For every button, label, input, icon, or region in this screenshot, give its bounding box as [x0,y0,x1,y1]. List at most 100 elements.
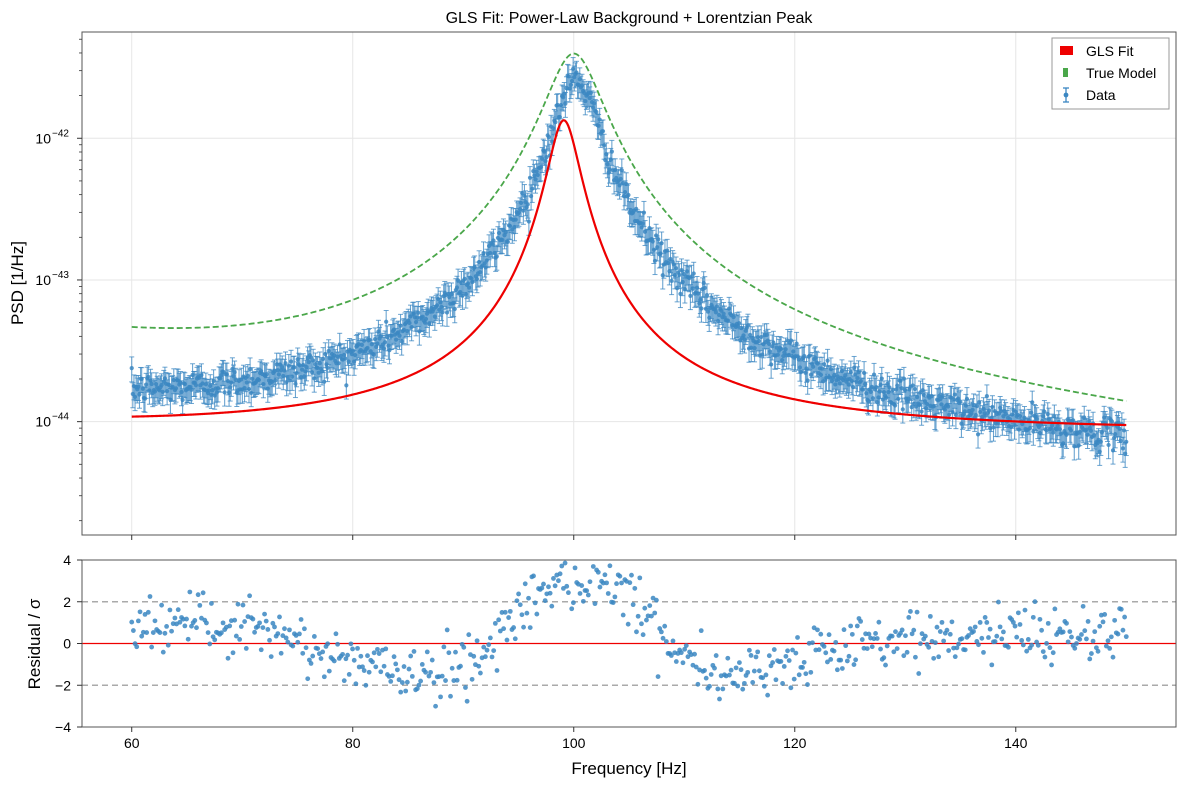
residual-point [278,650,284,656]
residual-point [139,633,145,639]
residual-point [187,589,193,595]
residual-point [967,626,973,632]
residual-point [823,650,829,656]
residual-point [205,630,211,635]
residual-point [707,683,712,689]
residual-point [270,620,276,626]
residual-point [1001,629,1006,635]
residual-point [755,649,761,655]
residual-point [652,610,658,616]
residual-point [549,603,555,609]
residual-y-axis-label: Residual / σ [25,598,44,689]
residual-point [788,685,794,691]
residual-point [996,599,1001,605]
residual-point [1079,632,1084,637]
data-point [676,263,682,290]
residual-point [393,661,399,667]
residual-point [522,581,528,587]
residual-point [446,650,452,656]
x-tick-label: 100 [562,735,586,751]
psd-axes-frame [81,31,1177,536]
residual-point [663,639,669,644]
residual-point [949,619,955,625]
data-point [222,380,228,407]
residual-point [1105,638,1111,644]
residual-point [682,646,688,652]
residual-point [1029,642,1035,648]
residual-panel: 60 80 100 120 140 −4 −2 0 2 4 Residual / σ Freque… [25,552,1177,778]
residual-point [157,630,163,635]
residual-point [376,651,382,656]
residual-point [1103,643,1109,649]
data-point [1038,412,1044,439]
residual-point [854,623,860,629]
residual-point [577,591,583,596]
data-point [983,403,989,430]
residual-point [1039,627,1044,633]
residual-point [770,660,776,665]
residual-point [225,655,231,661]
residual-point [934,624,940,630]
data-point [414,305,420,332]
residual-point [649,613,654,619]
residual-point [1107,646,1113,651]
data-point [600,119,606,146]
data-point [698,296,704,323]
residual-point [433,703,438,709]
residual-point [262,611,267,617]
residual-point [1095,648,1101,654]
residual-point [277,614,282,620]
residual-point [761,683,767,689]
residual-point [160,649,166,655]
residual-point [1047,645,1053,651]
residual-point [463,685,468,690]
residual-point [790,647,795,653]
legend-swatch-true-model [1063,68,1068,77]
residual-point [353,681,359,687]
data-point [525,192,531,219]
residual-point [282,626,287,632]
residual-point [212,637,218,643]
residual-point [986,635,991,640]
residual-point [946,648,952,653]
residual-point [326,668,332,674]
residual-point [449,665,455,671]
data-point [321,370,327,396]
residual-point [1032,599,1038,605]
residual-point [878,646,883,652]
residual-point [441,644,447,650]
data-point [505,230,511,257]
residual-point [423,669,429,675]
residual-point [604,580,609,586]
residual-point [858,618,864,624]
residual-point [662,623,668,629]
residual-point [521,624,526,630]
residual-point [984,620,990,625]
residual-point [580,598,586,604]
residual-point [524,610,530,616]
residual-point [243,646,249,651]
residual-point [398,689,404,695]
residual-point [791,676,797,682]
residual-point [771,647,777,652]
residual-point [750,680,756,685]
residual-point [1014,634,1020,640]
residual-point [1040,649,1046,655]
residual-point [519,612,525,618]
data-point [768,352,774,379]
residual-point [169,628,174,634]
residual-point [539,585,545,591]
data-point [745,313,751,340]
residual-point [786,658,792,663]
residual-point [728,667,734,673]
residual-point [318,656,324,661]
residual-point [1110,654,1116,660]
residual-point [240,602,246,608]
residual-point [778,659,784,664]
residual-point [597,584,603,590]
residual-point [579,583,585,588]
residual-y-tick-label: 2 [63,594,71,610]
residual-point [416,682,422,688]
residual-point [370,659,375,665]
residual-point [607,563,613,569]
